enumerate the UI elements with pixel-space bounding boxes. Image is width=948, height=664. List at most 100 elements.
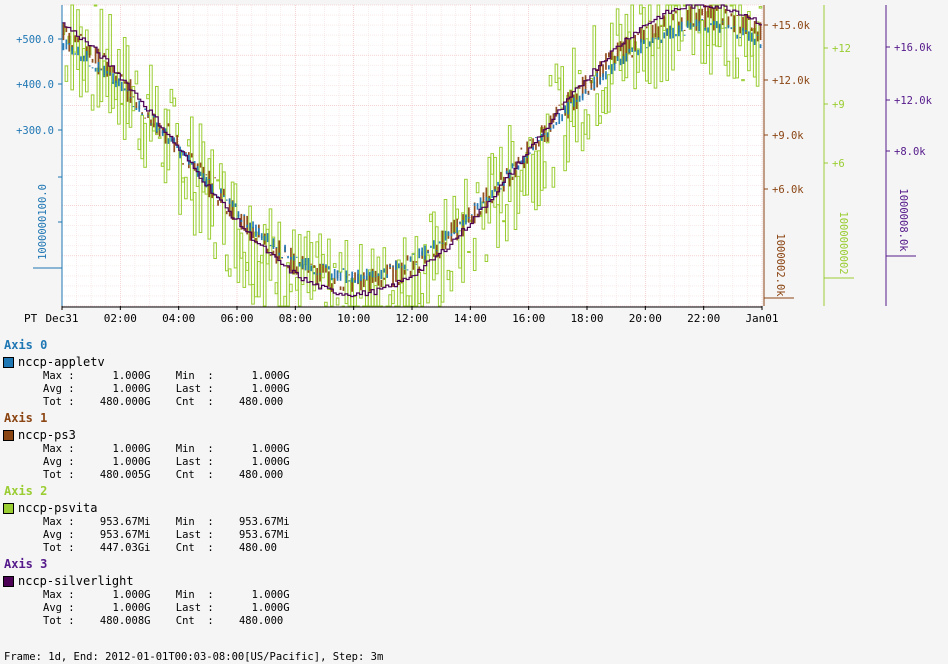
series-bar <box>252 226 254 239</box>
series-bar <box>736 34 738 39</box>
x-tick-label: 14:00 <box>454 312 487 325</box>
series-bar <box>153 113 155 128</box>
series-bar <box>298 263 301 267</box>
series-bar <box>316 273 318 275</box>
series-bar <box>622 56 625 64</box>
series-bar <box>228 198 231 205</box>
series-bar <box>342 286 345 291</box>
series-bar <box>325 264 327 268</box>
series-bar <box>678 25 680 37</box>
series-bar <box>293 255 295 261</box>
series-bar <box>730 13 733 17</box>
series-bar <box>701 19 703 20</box>
series-bar <box>345 270 348 283</box>
series-bar <box>715 21 718 29</box>
series-bar <box>338 252 343 273</box>
series-bar <box>88 45 91 58</box>
series-bar <box>106 70 108 74</box>
series-bar <box>90 94 95 111</box>
series-bar <box>602 64 604 77</box>
series-bar <box>68 43 71 45</box>
series-bar <box>380 269 383 279</box>
series-bar <box>324 301 328 307</box>
legend-swatch <box>3 502 14 514</box>
series-bar <box>85 51 88 62</box>
legend-axis-title: Axis 3 <box>4 557 48 571</box>
series-bar <box>144 117 146 119</box>
series-bar <box>657 37 660 40</box>
series-bar <box>628 39 631 54</box>
series-bar <box>155 86 159 136</box>
series-bar <box>199 162 202 168</box>
series-bar <box>735 57 740 79</box>
series-bar <box>505 170 508 174</box>
series-bar <box>117 49 121 125</box>
series-bar <box>511 176 514 180</box>
series-bar <box>319 273 321 275</box>
series-bar <box>298 262 301 264</box>
series-bar <box>196 163 199 169</box>
series-bar <box>631 55 633 58</box>
axis0-tick-label: +400.0 <box>16 79 54 91</box>
series-bar <box>132 96 135 98</box>
series-bar <box>275 247 278 264</box>
series-bar <box>461 212 465 283</box>
series-bar <box>220 188 222 194</box>
axis3-tick-label: +12.0k <box>894 95 933 107</box>
series-bar <box>161 130 164 137</box>
series-bar <box>333 277 336 284</box>
series-bar <box>470 214 473 216</box>
series-bar <box>157 136 162 139</box>
series-bar <box>686 10 689 26</box>
series-bar <box>103 65 106 77</box>
series-bar <box>560 66 565 109</box>
series-bar <box>723 4 728 66</box>
series-bar <box>590 80 593 90</box>
x-tick-label: 20:00 <box>629 312 662 325</box>
legend-swatch <box>3 356 14 368</box>
series-bar <box>120 102 124 105</box>
series-bar <box>93 4 98 7</box>
series-bar <box>739 37 741 39</box>
series-bar <box>590 88 593 90</box>
series-bar <box>648 41 651 47</box>
series-bar <box>552 113 555 123</box>
series-bar <box>94 67 97 72</box>
series-bar <box>468 207 470 223</box>
series-bar <box>220 189 222 203</box>
series-bar <box>444 242 447 250</box>
series-bar <box>255 238 257 244</box>
series-bar <box>689 22 692 30</box>
series-bar <box>409 256 412 262</box>
series-bar <box>551 166 556 188</box>
series-bar <box>529 152 531 154</box>
legend-series-stats: Max : 1.000G Min : 1.000G Avg : 1.000G L… <box>43 370 290 408</box>
series-bar <box>106 61 108 77</box>
series-bar <box>371 270 374 278</box>
legend-series-stats: Max : 1.000G Min : 1.000G Avg : 1.000G L… <box>43 443 290 481</box>
series-bar <box>354 280 356 283</box>
series-bar <box>500 171 502 180</box>
series-bar <box>100 69 103 71</box>
series-bar <box>514 161 517 178</box>
series-bar <box>231 200 234 220</box>
series-bar <box>179 146 181 159</box>
series-bar <box>243 214 246 217</box>
series-bar <box>528 137 532 148</box>
series-bar <box>316 268 318 286</box>
series-bar <box>710 5 712 19</box>
series-bar <box>134 70 139 85</box>
series-bar <box>467 251 471 253</box>
series-bar <box>729 4 734 7</box>
series-bar <box>310 263 313 265</box>
series-bar <box>243 215 246 231</box>
legend-series-row: nccp-silverlight <box>0 573 948 589</box>
series-bar <box>193 161 196 164</box>
series-bar <box>176 134 178 146</box>
axis1-tick-label: +15.0k <box>772 20 811 32</box>
series-bar <box>190 116 194 201</box>
series-bar <box>147 112 149 118</box>
legend-series-stats: Max : 953.67Mi Min : 953.67Mi Avg : 953.… <box>43 516 290 554</box>
series-bar <box>619 58 622 66</box>
series-bar <box>155 122 158 133</box>
